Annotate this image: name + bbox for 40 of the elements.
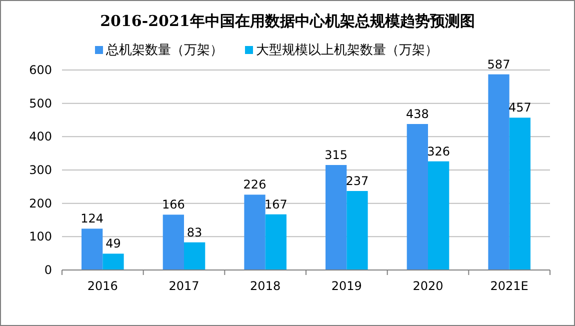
- x-tick-label: 2020: [412, 279, 444, 293]
- y-tick-label: 0: [44, 263, 52, 277]
- chart-title: 2016-2021年中国在用数据中心机架总规模趋势预测图: [100, 12, 475, 30]
- data-label: 49: [106, 236, 121, 251]
- data-label: 124: [80, 212, 104, 226]
- bar: [162, 214, 184, 270]
- bar: [244, 194, 266, 270]
- data-label: 587: [487, 57, 510, 72]
- data-label: 226: [243, 178, 266, 192]
- data-label: 438: [406, 107, 429, 121]
- data-label: 237: [346, 174, 369, 188]
- x-tick-label: 2017: [168, 279, 200, 293]
- data-label: 83: [186, 225, 202, 240]
- x-tick-label: 2018: [250, 279, 281, 293]
- bar: [184, 242, 206, 270]
- legend-label: 总机架数量（万架）: [105, 43, 223, 58]
- bar: [102, 254, 124, 270]
- data-label: 315: [324, 148, 348, 162]
- data-label: 166: [162, 198, 185, 212]
- bar: [406, 124, 428, 270]
- bar: [265, 214, 286, 270]
- x-tick-label: 2021E: [490, 279, 528, 293]
- y-tick-label: 200: [29, 196, 52, 210]
- x-tick-label: 2019: [331, 279, 362, 293]
- bar: [82, 228, 103, 270]
- bar: [428, 161, 450, 270]
- data-label: 326: [427, 144, 450, 158]
- bar: [346, 191, 368, 270]
- y-tick-label: 300: [29, 163, 52, 177]
- data-label: 457: [508, 100, 532, 115]
- x-tick-label: 2016: [87, 279, 118, 293]
- y-tick-label: 500: [29, 96, 52, 110]
- legend-label: 大型规模以上机架数量（万架）: [256, 43, 438, 58]
- data-label: 167: [264, 197, 288, 212]
- y-tick-label: 100: [29, 230, 52, 244]
- y-tick-label: 600: [29, 63, 52, 77]
- bar: [509, 118, 530, 270]
- y-tick-label: 400: [29, 130, 52, 144]
- bar: [326, 165, 347, 270]
- bar: [488, 74, 510, 270]
